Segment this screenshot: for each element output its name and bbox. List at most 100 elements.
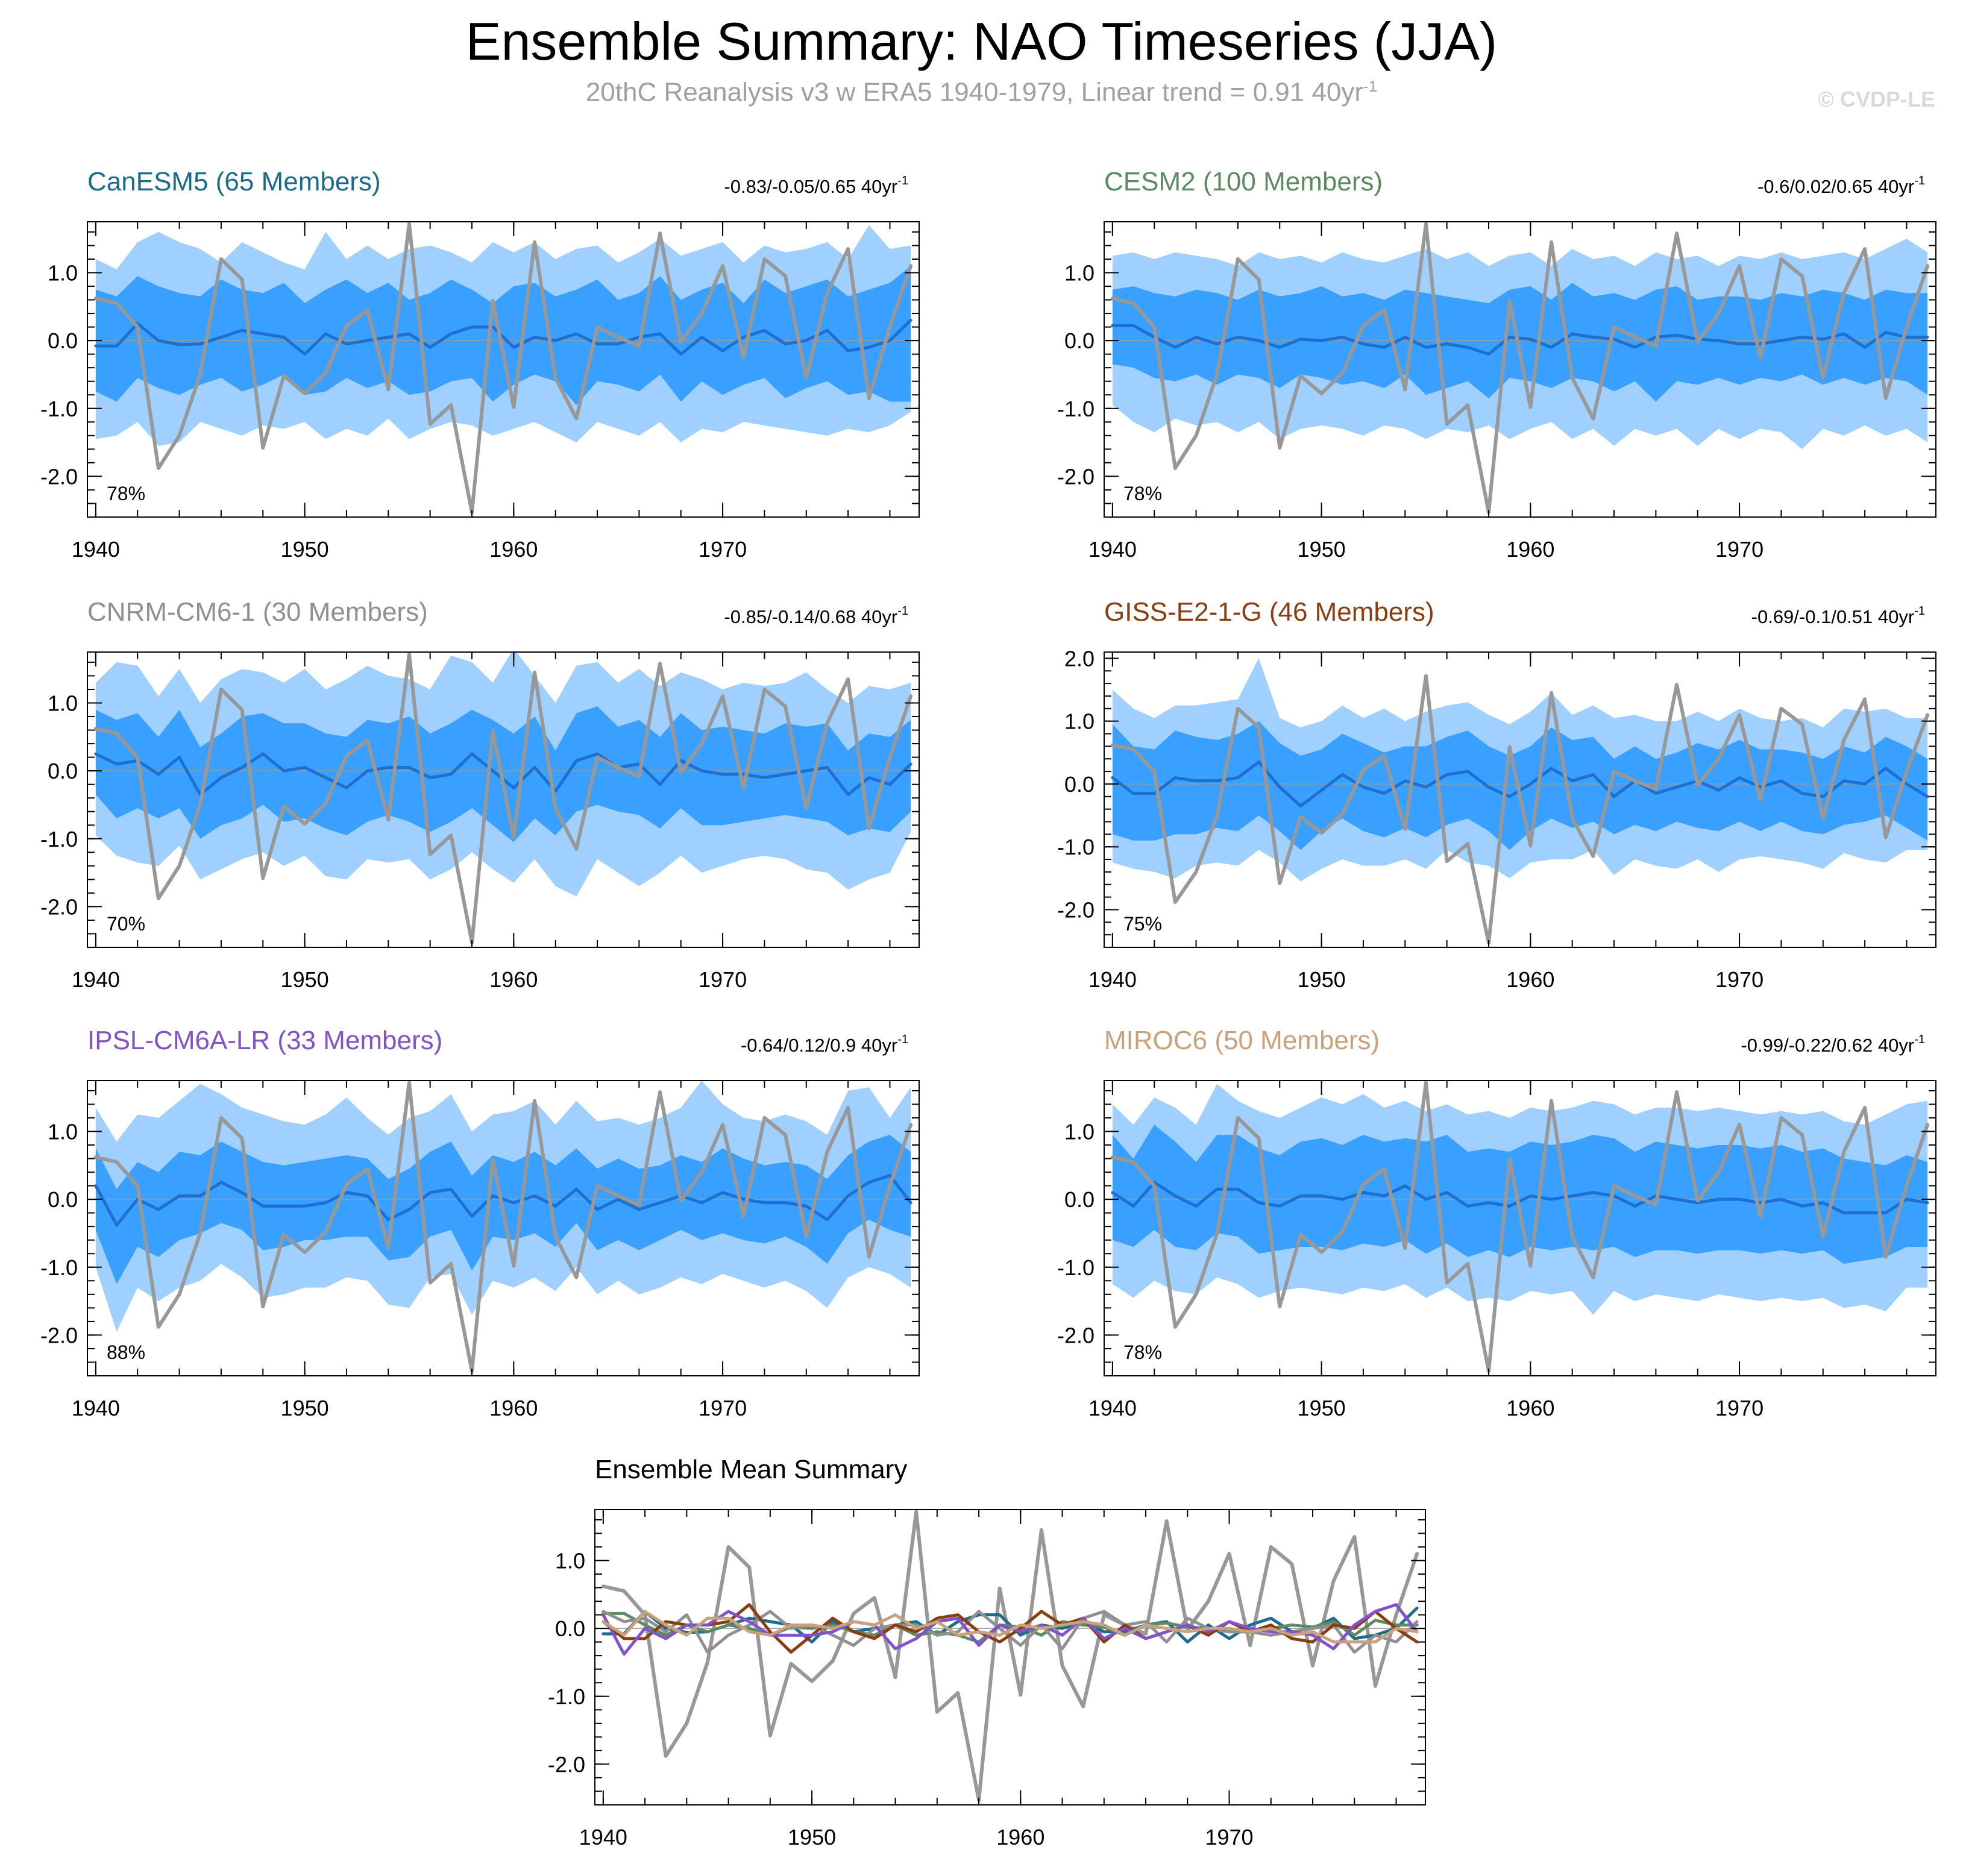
plot-area [1104, 222, 1936, 515]
series-line-observations [601, 1510, 1419, 1802]
ensemble-mean-line [1111, 1181, 1929, 1215]
y-tick-label: 1.0 [48, 691, 78, 715]
observed-line [1110, 1081, 1930, 1373]
observed-line [1110, 674, 1930, 945]
trend-label-text: -0.99/-0.22/0.62 40yr [1741, 1035, 1914, 1056]
plot-frame [87, 1080, 920, 1376]
trend-label-exponent: -1 [897, 604, 908, 618]
plot-frame [1104, 221, 1936, 518]
x-tick-label: 1940 [72, 1396, 120, 1420]
x-tick-label: 1960 [489, 967, 538, 992]
x-tick-label: 1970 [1715, 537, 1764, 562]
observed-line [93, 1081, 913, 1373]
observed-line [93, 652, 913, 945]
x-tick-label: 1950 [281, 537, 329, 562]
panel-1: -2.0 -1.0 0.0 1.0 1940 1950 1960 1970 CESM2 (100… [1057, 167, 1936, 562]
x-tick-label: 1970 [1205, 1825, 1253, 1849]
panel-title: CNRM-CM6-1 (30 Members) [87, 597, 428, 627]
series-line-miroc6 [601, 1610, 1419, 1644]
plot-frame [594, 1509, 1426, 1805]
panel-title: GISS-E2-1-G (46 Members) [1104, 597, 1434, 627]
panel-title: IPSL-CM6A-LR (33 Members) [87, 1026, 442, 1055]
ensemble-mean-line [1111, 324, 1929, 356]
percent-label: 70% [107, 913, 145, 935]
y-tick-label: -1.0 [548, 1684, 585, 1709]
x-tick-label: 1950 [281, 1396, 329, 1420]
x-tick-label: 1950 [1298, 967, 1346, 992]
trend-label-exponent: -1 [1914, 174, 1925, 187]
panel-2: -2.0 -1.0 0.0 1.0 1940 1950 1960 1970 CNRM-CM6-1… [40, 597, 920, 992]
y-tick-label: -2.0 [548, 1752, 585, 1777]
y-tick-label: -2.0 [1057, 897, 1095, 922]
x-tick-label: 1970 [1715, 967, 1764, 992]
plot-area [87, 222, 919, 515]
panel-4: -2.0 -1.0 0.0 1.0 1940 1950 1960 1970 IPSL-CM6A-… [40, 1026, 920, 1420]
y-tick-label: -1.0 [1057, 397, 1095, 421]
x-tick-label: 1960 [1506, 967, 1554, 992]
y-tick-label: -1.0 [1057, 1255, 1095, 1280]
x-tick-label: 1950 [1298, 1396, 1346, 1420]
y-tick-label: -1.0 [40, 397, 78, 421]
x-tick-label: 1950 [1298, 537, 1346, 562]
x-tick-label: 1940 [1088, 967, 1137, 992]
trend-label-text: -0.69/-0.1/0.51 40yr [1751, 606, 1915, 627]
trend-label: -0.64/0.12/0.9 40yr-1 [741, 1033, 908, 1056]
panel-title: CESM2 (100 Members) [1104, 167, 1383, 196]
trend-label-exponent: -1 [897, 174, 908, 187]
panel-0: -2.0 -1.0 0.0 1.0 1940 1950 1960 1970 CanESM5 (6… [40, 167, 920, 562]
ensemble-mean-line [94, 1174, 912, 1227]
x-tick-label: 1970 [699, 1396, 747, 1420]
observed-line [93, 222, 913, 515]
panel-3: -2.0 -1.0 0.0 1.0 2.0 1940 1950 1960 1970 GISS-E2… [1057, 597, 1936, 992]
panel-6: -2.0 -1.0 0.0 1.0 1940 1950 1960 1970 Ensemble M… [548, 1455, 1426, 1849]
percent-label: 88% [107, 1341, 145, 1363]
percent-label: 78% [107, 483, 145, 504]
subtitle-text: 20thC Reanalysis v3 w ERA5 1940-1979, Li… [585, 77, 1364, 107]
plot-frame [1104, 651, 1936, 948]
y-tick-label: 0.0 [555, 1616, 585, 1641]
x-tick-label: 1940 [1088, 537, 1137, 562]
y-tick-label: -1.0 [40, 1255, 78, 1280]
trend-label-exponent: -1 [1914, 1033, 1925, 1046]
x-tick-label: 1950 [788, 1825, 836, 1849]
y-tick-label: -2.0 [40, 894, 78, 919]
x-tick-label: 1960 [1506, 537, 1554, 562]
percent-label: 78% [1123, 1341, 1162, 1363]
y-tick-label: -1.0 [40, 827, 78, 852]
trend-label-text: -0.85/-0.14/0.68 40yr [724, 606, 897, 627]
y-tick-label: 0.0 [1064, 772, 1095, 797]
trend-label-text: -0.83/-0.05/0.65 40yr [724, 176, 897, 197]
plot-area [1104, 1081, 1936, 1373]
y-tick-label: -1.0 [1057, 835, 1095, 859]
trend-label: -0.99/-0.22/0.62 40yr-1 [1741, 1033, 1925, 1056]
x-tick-label: 1970 [699, 537, 747, 562]
y-tick-label: -2.0 [1057, 1323, 1095, 1347]
x-tick-label: 1960 [996, 1825, 1044, 1849]
axis-ticks [1104, 222, 1936, 518]
y-tick-label: 0.0 [48, 1187, 78, 1212]
spread-25-75-band [1112, 721, 1928, 850]
x-tick-label: 1970 [699, 967, 747, 992]
y-tick-label: 1.0 [48, 1119, 78, 1144]
trend-label-text: -0.6/0.02/0.65 40yr [1757, 176, 1914, 197]
y-tick-label: 0.0 [48, 759, 78, 783]
plot-area [87, 652, 919, 945]
y-tick-label: -2.0 [40, 464, 78, 489]
trend-label: -0.6/0.02/0.65 40yr-1 [1757, 174, 1925, 197]
x-tick-label: 1960 [1506, 1396, 1554, 1420]
panel-title: MIROC6 (50 Members) [1104, 1026, 1380, 1055]
y-tick-label: -2.0 [40, 1323, 78, 1347]
y-tick-label: 1.0 [48, 260, 78, 285]
x-tick-label: 1950 [281, 967, 329, 992]
y-tick-label: 0.0 [1064, 1187, 1095, 1212]
trend-label-text: -0.64/0.12/0.9 40yr [741, 1035, 897, 1056]
trend-label: -0.69/-0.1/0.51 40yr-1 [1751, 604, 1925, 627]
y-tick-label: -2.0 [1057, 464, 1095, 489]
x-tick-label: 1940 [72, 967, 120, 992]
axis-ticks [87, 652, 919, 948]
axis-ticks [1104, 652, 1936, 948]
y-tick-label: 1.0 [1064, 1119, 1095, 1144]
x-tick-label: 1960 [489, 1396, 538, 1420]
spread-25-75-band [95, 706, 911, 842]
